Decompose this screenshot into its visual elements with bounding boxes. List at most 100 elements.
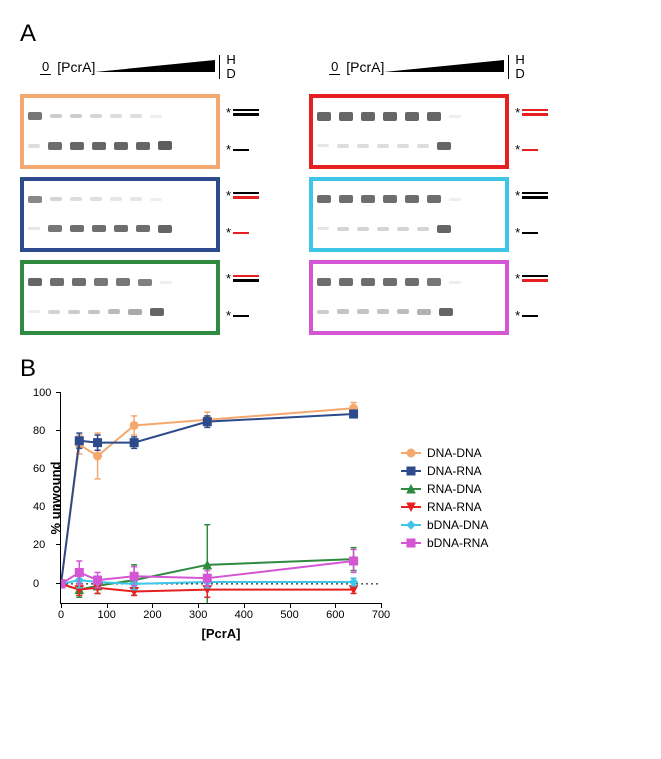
gel-band xyxy=(136,225,150,232)
gel-box xyxy=(20,260,220,335)
y-tick: 60 xyxy=(33,463,45,475)
gel-box xyxy=(309,177,509,252)
gel-band xyxy=(110,197,122,201)
gel-band xyxy=(377,144,389,148)
gel-band xyxy=(377,309,389,314)
gel-band xyxy=(317,112,331,121)
legend-item: DNA-DNA xyxy=(401,446,488,460)
legend-label: DNA-DNA xyxy=(427,446,482,460)
x-tick: 500 xyxy=(280,609,298,621)
x-tick: 100 xyxy=(98,609,116,621)
gel-band xyxy=(317,195,331,203)
gel-row: ** xyxy=(309,94,548,169)
x-tick: 600 xyxy=(326,609,344,621)
gradient-triangle-icon xyxy=(95,60,215,74)
gel-band xyxy=(377,227,389,231)
gel-band xyxy=(28,112,42,120)
legend-label: RNA-DNA xyxy=(427,482,482,496)
x-tick: 300 xyxy=(189,609,207,621)
gel-band xyxy=(158,225,172,233)
gel-band xyxy=(158,141,172,150)
gel-band xyxy=(130,197,142,201)
gel-band xyxy=(405,195,419,203)
gel-band xyxy=(108,309,120,314)
y-tick: 100 xyxy=(33,387,51,399)
panel-a-left-column: 0 [PcrA] HD ****** xyxy=(20,53,259,335)
gel-box xyxy=(20,94,220,169)
legend-label: RNA-RNA xyxy=(427,500,482,514)
substrate-schema: ** xyxy=(515,94,548,169)
unwinding-chart: % unwound [PcrA] 02040608010001002003004… xyxy=(60,393,381,604)
x-tick: 400 xyxy=(235,609,253,621)
gel-box xyxy=(309,260,509,335)
gel-band xyxy=(150,198,162,201)
gel-band xyxy=(70,197,82,201)
gel-band xyxy=(128,309,142,315)
gel-band xyxy=(94,278,108,286)
panel-b: % unwound [PcrA] 02040608010001002003004… xyxy=(20,393,641,604)
chart-legend: DNA-DNADNA-RNARNA-DNARNA-RNAbDNA-DNAbDNA… xyxy=(401,446,488,550)
gel-band xyxy=(357,144,369,148)
substrate-schema: ** xyxy=(226,260,259,335)
gel-band xyxy=(449,281,461,284)
gel-band xyxy=(50,114,62,118)
gel-band xyxy=(417,144,429,148)
legend-label: bDNA-DNA xyxy=(427,518,488,532)
pcra-gradient-label: [PcrA] xyxy=(346,59,384,75)
gel-band xyxy=(417,309,431,315)
legend-item: bDNA-DNA xyxy=(401,518,488,532)
gel-band xyxy=(28,310,40,313)
hd-label: HD xyxy=(515,53,524,82)
gel-row: ** xyxy=(20,260,259,335)
y-tick: 0 xyxy=(33,578,39,590)
gel-band xyxy=(48,225,62,232)
gel-band xyxy=(383,195,397,203)
gel-band xyxy=(92,225,106,232)
gel-band xyxy=(48,142,62,150)
gel-band xyxy=(427,195,441,203)
zero-lane-label: 0 xyxy=(329,59,340,75)
gel-band xyxy=(28,227,40,230)
gel-band xyxy=(405,278,419,286)
gel-band xyxy=(337,144,349,148)
substrate-schema: ** xyxy=(515,260,548,335)
gel-band xyxy=(50,197,62,201)
gel-band xyxy=(361,278,375,286)
gel-band xyxy=(88,310,100,314)
substrate-schema: ** xyxy=(226,94,259,169)
y-tick: 40 xyxy=(33,501,45,513)
gel-band xyxy=(339,195,353,203)
gel-band xyxy=(50,278,64,286)
gel-band xyxy=(337,227,349,231)
gel-band xyxy=(70,225,84,232)
gel-band xyxy=(28,278,42,286)
gel-band xyxy=(337,309,349,314)
gel-band xyxy=(339,278,353,286)
gel-band xyxy=(437,142,451,150)
gel-header: 0 [PcrA] HD xyxy=(329,53,548,82)
gel-band xyxy=(437,225,451,233)
x-tick: 200 xyxy=(143,609,161,621)
legend-item: RNA-RNA xyxy=(401,500,488,514)
substrate-schema: ** xyxy=(515,177,548,252)
gel-band xyxy=(361,112,375,121)
gel-row: ** xyxy=(309,177,548,252)
pcra-gradient-label: [PcrA] xyxy=(57,59,95,75)
gel-band xyxy=(397,144,409,148)
gel-band xyxy=(317,227,329,230)
gel-band xyxy=(70,142,84,150)
gel-band xyxy=(427,112,441,121)
y-tick: 80 xyxy=(33,425,45,437)
gel-row: ** xyxy=(20,94,259,169)
gel-band xyxy=(405,112,419,121)
panel-a-right-column: 0 [PcrA] HD ** ** ** xyxy=(309,53,548,335)
substrate-schema: ** xyxy=(226,177,259,252)
gel-box xyxy=(20,177,220,252)
gel-band xyxy=(339,112,353,121)
hd-label: HD xyxy=(226,53,235,82)
gel-band xyxy=(70,114,82,118)
gel-band xyxy=(138,279,152,286)
legend-item: RNA-DNA xyxy=(401,482,488,496)
panel-a: 0 [PcrA] HD ** ** ** 0 [PcrA] HD ** ** ** xyxy=(20,53,641,335)
gel-band xyxy=(150,308,164,316)
